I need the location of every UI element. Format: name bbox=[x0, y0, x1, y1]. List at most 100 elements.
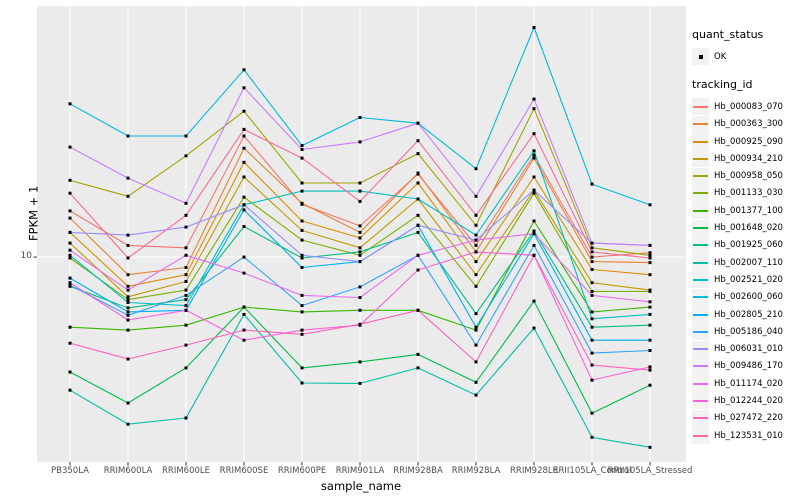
point-Hb_000958_050-RRIM928LE bbox=[532, 107, 536, 111]
point-Hb_002007_110-RRIM901LA bbox=[358, 381, 362, 385]
point-icon bbox=[698, 54, 703, 59]
point-Hb_011174_020-RRIM600SE bbox=[242, 271, 246, 275]
point-Hb_009486_170-RRIM600LE bbox=[184, 201, 188, 205]
point-Hb_002600_060-RRIM600PE bbox=[300, 144, 304, 148]
point-Hb_001133_030-RRIM600PE bbox=[300, 238, 304, 242]
point-Hb_011174_020-RRIM928LE bbox=[532, 232, 536, 236]
legend-item-label: Hb_002805_210 bbox=[714, 309, 783, 320]
legend-key-Hb_012244_020 bbox=[692, 392, 709, 410]
legend-tracking-id-block: tracking_id Hb_000083_070 Hb_000363_300 Hb… bbox=[692, 78, 798, 445]
point-Hb_006031_010-RRIM901LA bbox=[358, 260, 362, 264]
legend-key-Hb_002805_210 bbox=[692, 306, 709, 323]
legend-item-label: Hb_012244_020 bbox=[714, 395, 783, 406]
legend-key-Hb_000083_070 bbox=[692, 98, 709, 116]
point-Hb_009486_170-RRIM600PE bbox=[300, 148, 304, 151]
line-swatch-icon bbox=[693, 434, 708, 437]
point-Hb_001133_030-RRIM600LE bbox=[184, 288, 188, 292]
point-Hb_000958_050-RRIM600LE bbox=[184, 154, 188, 158]
legend-item-Hb_001377_100: Hb_001377_100 bbox=[692, 202, 798, 220]
point-Hb_000363_300-RRIM901LA bbox=[358, 230, 362, 234]
point-Hb_009486_170-RRIM928LA bbox=[474, 194, 478, 198]
point-Hb_001648_020-RRIM600LA bbox=[126, 401, 130, 405]
point-Hb_000925_090-RRIM600LA bbox=[126, 284, 130, 288]
legend-item-Hb_000925_090: Hb_000925_090 bbox=[692, 133, 798, 151]
point-Hb_001648_020-RRIM600SE bbox=[242, 305, 246, 309]
point-Hb_002521_020-RRIM600LE bbox=[184, 304, 188, 308]
point-Hb_002007_110-RRII105LA_Control bbox=[590, 435, 594, 439]
legend-quant-status-block: quant_status OK bbox=[692, 28, 798, 66]
point-Hb_002007_110-RRIM600LA bbox=[126, 422, 130, 426]
point-Hb_001648_020-PB350LA bbox=[68, 370, 72, 374]
point-Hb_001377_100-RRIM600LA bbox=[126, 328, 130, 332]
line-swatch-icon bbox=[693, 399, 708, 402]
point-Hb_123531_010-RRIM600PE bbox=[300, 156, 304, 160]
point-Hb_002521_020-RRIM600LA bbox=[126, 301, 130, 304]
point-Hb_002521_020-RRII105LA_Control bbox=[590, 317, 594, 321]
point-Hb_001925_060-RRII105LA_Stressed bbox=[648, 323, 652, 327]
x-tick-label-RRII105LA_Control: RRII105LA_Control bbox=[552, 466, 632, 476]
line-swatch-icon bbox=[693, 261, 708, 264]
point-Hb_001133_030-RRIM901LA bbox=[358, 253, 362, 257]
legend-key-Hb_006031_010 bbox=[692, 340, 709, 358]
legend-item-Hb_002600_060: Hb_002600_060 bbox=[692, 288, 798, 306]
point-Hb_005186_040-RRIM600PE bbox=[300, 304, 304, 308]
legend-item-ok: OK bbox=[692, 48, 798, 66]
point-Hb_001377_100-RRII105LA_Stressed bbox=[648, 305, 652, 309]
legend-key-Hb_001377_100 bbox=[692, 202, 709, 220]
point-Hb_001377_100-RRIM928LE bbox=[532, 219, 536, 223]
point-Hb_002600_060-RRIM600LE bbox=[184, 134, 188, 138]
line-swatch-icon bbox=[693, 192, 708, 195]
point-Hb_000925_090-RRIM928LA bbox=[474, 260, 478, 264]
point-Hb_123531_010-RRII105LA_Stressed bbox=[648, 256, 652, 260]
point-Hb_000083_070-RRII105LA_Control bbox=[590, 255, 594, 259]
point-Hb_000925_090-RRII105LA_Control bbox=[590, 268, 594, 271]
point-Hb_123531_010-PB350LA bbox=[68, 191, 72, 195]
point-Hb_027472_220-RRIM901LA bbox=[358, 322, 362, 326]
point-Hb_002521_020-RRIM928LE bbox=[532, 149, 536, 153]
point-Hb_027472_220-RRIM600LE bbox=[184, 343, 188, 347]
x-tick-label-PB350LA: PB350LA bbox=[51, 466, 89, 476]
point-Hb_027472_220-RRIM928LE bbox=[532, 253, 536, 257]
point-Hb_002007_110-RRIM600PE bbox=[300, 381, 304, 385]
point-Hb_001133_030-RRII105LA_Stressed bbox=[648, 289, 652, 293]
point-Hb_009486_170-PB350LA bbox=[68, 145, 72, 149]
legend-item-label: Hb_001377_100 bbox=[714, 205, 783, 216]
point-Hb_027472_220-RRIM600PE bbox=[300, 332, 304, 336]
legend-item-label: Hb_001925_060 bbox=[714, 240, 783, 251]
point-Hb_011174_020-RRII105LA_Control bbox=[590, 293, 594, 297]
legend-item-label: Hb_000083_070 bbox=[714, 101, 783, 112]
point-Hb_002805_210-RRIM600PE bbox=[300, 266, 304, 269]
point-Hb_012244_020-RRIM928LA bbox=[474, 250, 478, 254]
point-Hb_011174_020-RRIM928BA bbox=[416, 253, 420, 257]
point-Hb_002600_060-RRII105LA_Control bbox=[590, 182, 594, 186]
point-Hb_012244_020-RRII105LA_Stressed bbox=[648, 365, 652, 369]
line-swatch-icon bbox=[693, 365, 708, 368]
point-Hb_027472_220-RRIM928LA bbox=[474, 360, 478, 364]
point-Hb_027472_220-RRII105LA_Stressed bbox=[648, 368, 652, 372]
line-swatch-icon bbox=[693, 123, 708, 126]
point-Hb_002521_020-PB350LA bbox=[68, 253, 72, 257]
point-Hb_009486_170-RRIM928BA bbox=[416, 121, 420, 125]
point-Hb_011174_020-RRIM928LA bbox=[474, 238, 478, 242]
line-swatch-icon bbox=[693, 175, 708, 178]
point-Hb_000958_050-RRIM600LA bbox=[126, 194, 130, 198]
point-Hb_001133_030-RRII105LA_Control bbox=[590, 289, 594, 293]
point-Hb_000925_090-RRIM928LE bbox=[532, 175, 536, 179]
point-Hb_000363_300-RRII105LA_Stressed bbox=[648, 261, 652, 265]
legend-key-Hb_001133_030 bbox=[692, 184, 709, 202]
y-tick-label-10: 10 bbox=[20, 251, 32, 261]
point-Hb_012244_020-RRIM600LE bbox=[184, 308, 188, 312]
point-Hb_002007_110-RRII105LA_Stressed bbox=[648, 445, 652, 449]
point-Hb_012244_020-PB350LA bbox=[68, 281, 72, 285]
point-Hb_005186_040-RRII105LA_Control bbox=[590, 351, 594, 355]
point-Hb_000958_050-RRIM600SE bbox=[242, 109, 246, 113]
point-Hb_009486_170-RRII105LA_Stressed bbox=[648, 243, 652, 247]
point-Hb_002007_110-RRIM600LE bbox=[184, 416, 188, 420]
line-swatch-icon bbox=[693, 278, 708, 281]
point-Hb_000083_070-PB350LA bbox=[68, 209, 72, 213]
point-Hb_002805_210-RRIM928LA bbox=[474, 325, 478, 329]
legend-item-label: Hb_006031_010 bbox=[714, 344, 783, 355]
point-Hb_123531_010-RRII105LA_Control bbox=[590, 250, 594, 254]
legend-item-Hb_006031_010: Hb_006031_010 bbox=[692, 340, 798, 358]
point-Hb_001648_020-RRIM600LE bbox=[184, 366, 188, 370]
